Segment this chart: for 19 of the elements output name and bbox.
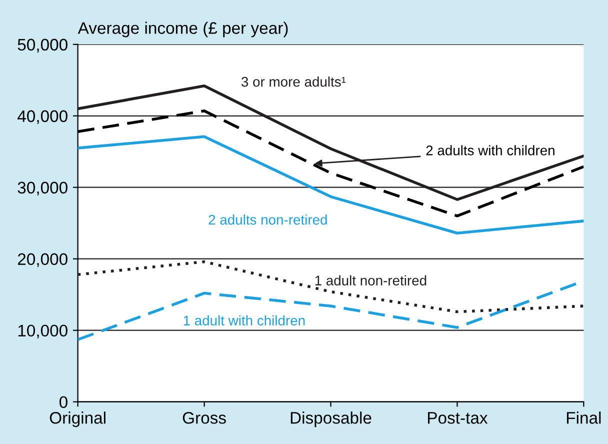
y-tick-label: 20,000 — [18, 253, 68, 268]
series-label: 1 adult with children — [184, 315, 305, 326]
y-axis-title: Average income (£ per year) — [78, 22, 288, 38]
y-tick-label: 50,000 — [18, 38, 68, 53]
x-tick-label: Post-tax — [428, 412, 488, 424]
x-tick-label: Disposable — [290, 412, 372, 428]
series-label: 1 adult non-retired — [315, 275, 426, 286]
y-tick-label: 30,000 — [18, 182, 68, 196]
x-tick-label: Final — [566, 412, 601, 424]
series-label: 3 or more adults¹ — [241, 76, 346, 87]
y-tick-label: 0 — [59, 396, 68, 408]
x-tick-label: Original — [50, 412, 106, 428]
y-tick-label: 10,000 — [18, 324, 68, 339]
series-label: 2 adults with children — [426, 145, 554, 156]
line-series — [78, 135, 584, 235]
x-tick-label: Gross — [182, 412, 226, 424]
series-label: 2 adults non-retired — [208, 214, 327, 225]
y-tick-label: 40,000 — [18, 110, 68, 124]
line-series — [78, 260, 584, 314]
